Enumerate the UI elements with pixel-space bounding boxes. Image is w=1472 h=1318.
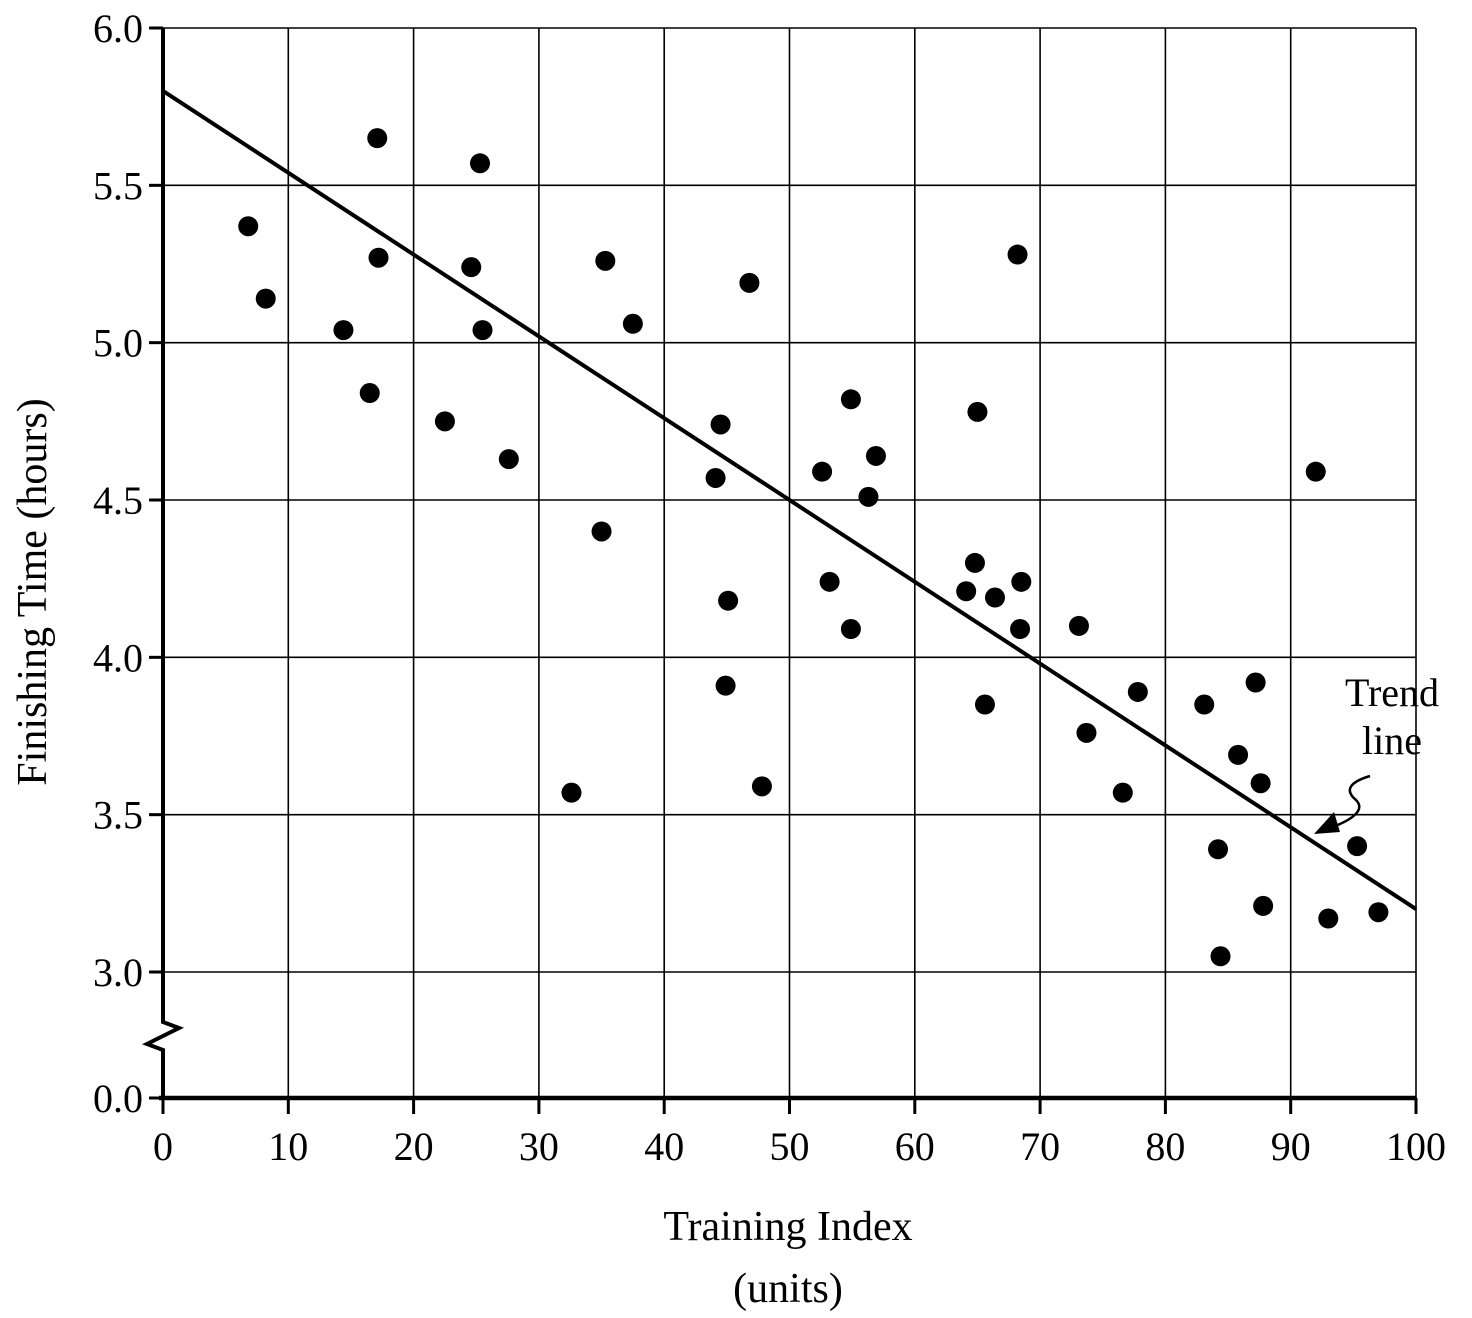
data-point — [1011, 571, 1032, 592]
data-points — [238, 128, 1389, 967]
data-point — [561, 782, 582, 803]
data-point — [255, 288, 276, 309]
data-point — [1010, 619, 1031, 640]
data-point — [367, 128, 388, 149]
data-point — [964, 552, 985, 573]
data-point — [595, 250, 616, 271]
x-tick-label: 50 — [770, 1124, 810, 1169]
data-point — [984, 587, 1005, 608]
data-point — [739, 272, 760, 293]
y-tick-label: 5.5 — [93, 163, 143, 208]
data-point — [472, 320, 493, 341]
data-point — [974, 694, 995, 715]
data-point — [718, 590, 739, 611]
x-tick-label: 10 — [268, 1124, 308, 1169]
data-point — [333, 320, 354, 341]
data-point — [956, 581, 977, 602]
data-point — [751, 776, 772, 797]
data-point — [1068, 615, 1089, 636]
data-point — [1007, 244, 1028, 265]
data-point — [710, 414, 731, 435]
data-point — [434, 411, 455, 432]
axes — [142, 26, 1418, 1114]
data-point — [622, 313, 643, 334]
data-point — [470, 153, 491, 174]
data-point — [967, 401, 988, 422]
data-point — [865, 445, 886, 466]
trend-line-label-line2: line — [1362, 718, 1422, 763]
y-axis-line — [142, 28, 184, 1098]
x-tick-label: 80 — [1145, 1124, 1185, 1169]
x-tick-label: 60 — [895, 1124, 935, 1169]
x-tick-label: 20 — [394, 1124, 434, 1169]
data-point — [1245, 672, 1266, 693]
x-tick-label: 100 — [1386, 1124, 1446, 1169]
y-tick-label: 4.5 — [93, 478, 143, 523]
x-tick-label: 40 — [644, 1124, 684, 1169]
data-point — [1305, 461, 1326, 482]
data-point — [1112, 782, 1133, 803]
trend-line-group — [161, 89, 1418, 911]
data-point — [359, 383, 380, 404]
data-point — [819, 571, 840, 592]
data-point — [1250, 773, 1271, 794]
x-tick-label: 90 — [1271, 1124, 1311, 1169]
data-point — [812, 461, 833, 482]
data-point — [591, 521, 612, 542]
data-point — [1210, 946, 1231, 967]
data-point — [840, 619, 861, 640]
data-point — [1076, 722, 1097, 743]
y-tick-label: 3.5 — [93, 793, 143, 838]
trend-label-pointer — [1329, 774, 1371, 830]
y-tick-label: 4.0 — [93, 635, 143, 680]
data-point — [1228, 744, 1249, 765]
data-point — [1253, 895, 1274, 916]
data-point — [498, 449, 519, 470]
y-tick-labels: 3.0 3.5 4.0 4.5 5.0 5.5 6.0 0.0 — [93, 6, 143, 1121]
x-tick-label: 0 — [153, 1124, 173, 1169]
x-axis-unit: (units) — [733, 1266, 843, 1312]
x-tick-labels: 0 10 20 30 40 50 60 70 80 90 100 — [153, 1124, 1446, 1169]
data-point — [1318, 908, 1339, 929]
trend-line — [161, 89, 1418, 911]
data-point — [1368, 902, 1389, 923]
data-point — [368, 247, 389, 268]
y-tick-label: 6.0 — [93, 6, 143, 51]
y-axis-title: Finishing Time (hours) — [10, 398, 56, 785]
trend-line-label-line1: Trend — [1345, 670, 1439, 715]
data-point — [840, 389, 861, 410]
trend-label-arrowhead — [1314, 812, 1340, 834]
y-tick-label: 3.0 — [93, 950, 143, 995]
data-point — [1127, 681, 1148, 702]
data-point — [858, 486, 879, 507]
data-point — [1347, 836, 1368, 857]
data-point — [461, 257, 482, 278]
data-point — [1208, 839, 1229, 860]
x-axis-title: Training Index — [663, 1204, 912, 1250]
data-point — [1194, 694, 1215, 715]
data-point — [705, 467, 726, 488]
data-point — [238, 216, 259, 237]
y-tick-label-break: 0.0 — [93, 1076, 143, 1121]
y-tick-label: 5.0 — [93, 321, 143, 366]
x-tick-label: 30 — [519, 1124, 559, 1169]
grid-lines — [163, 27, 1417, 1098]
x-tick-label: 70 — [1020, 1124, 1060, 1169]
data-point — [715, 675, 736, 696]
